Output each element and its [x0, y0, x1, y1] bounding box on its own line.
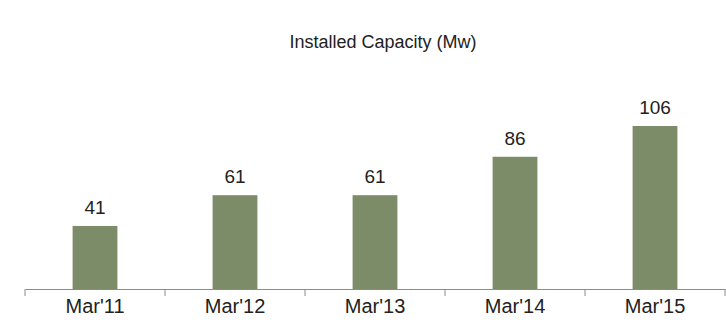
- tick-label: Mar'14: [485, 295, 546, 317]
- bar: [73, 226, 118, 289]
- tick: Mar'11: [65, 289, 124, 317]
- data-label: 106: [639, 97, 671, 118]
- bar: [213, 195, 258, 289]
- category-divider: [25, 289, 26, 296]
- chart-title: Installed Capacity (Mw): [289, 32, 476, 52]
- tick-label: Mar'13: [345, 295, 406, 317]
- category-divider: [445, 289, 446, 296]
- category-divider: [165, 289, 166, 296]
- tick: Mar'15: [625, 289, 686, 317]
- bars: [73, 126, 678, 289]
- tick: Mar'14: [485, 289, 546, 317]
- bar: [633, 126, 678, 289]
- tick-label: Mar'12: [205, 295, 266, 317]
- bar: [353, 195, 398, 289]
- tick: Mar'12: [205, 289, 266, 317]
- category-divider: [725, 289, 726, 296]
- chart: Installed Capacity (Mw) 41 61 61 86 106 Mar'11…: [0, 0, 726, 325]
- tick-label: Mar'11: [65, 295, 124, 317]
- tick-label: Mar'15: [625, 295, 686, 317]
- category-divider: [585, 289, 586, 296]
- tick: Mar'13: [345, 289, 406, 317]
- data-label: 61: [224, 166, 245, 187]
- category-divider: [305, 289, 306, 296]
- data-label: 41: [84, 197, 105, 218]
- data-label: 86: [504, 128, 525, 149]
- data-label: 61: [364, 166, 385, 187]
- bar: [493, 157, 538, 289]
- axis-line: [26, 289, 726, 290]
- data-labels: 41 61 61 86 106: [84, 97, 670, 218]
- x-axis: Mar'11 Mar'12 Mar'13 Mar'14 Mar'15: [25, 289, 726, 317]
